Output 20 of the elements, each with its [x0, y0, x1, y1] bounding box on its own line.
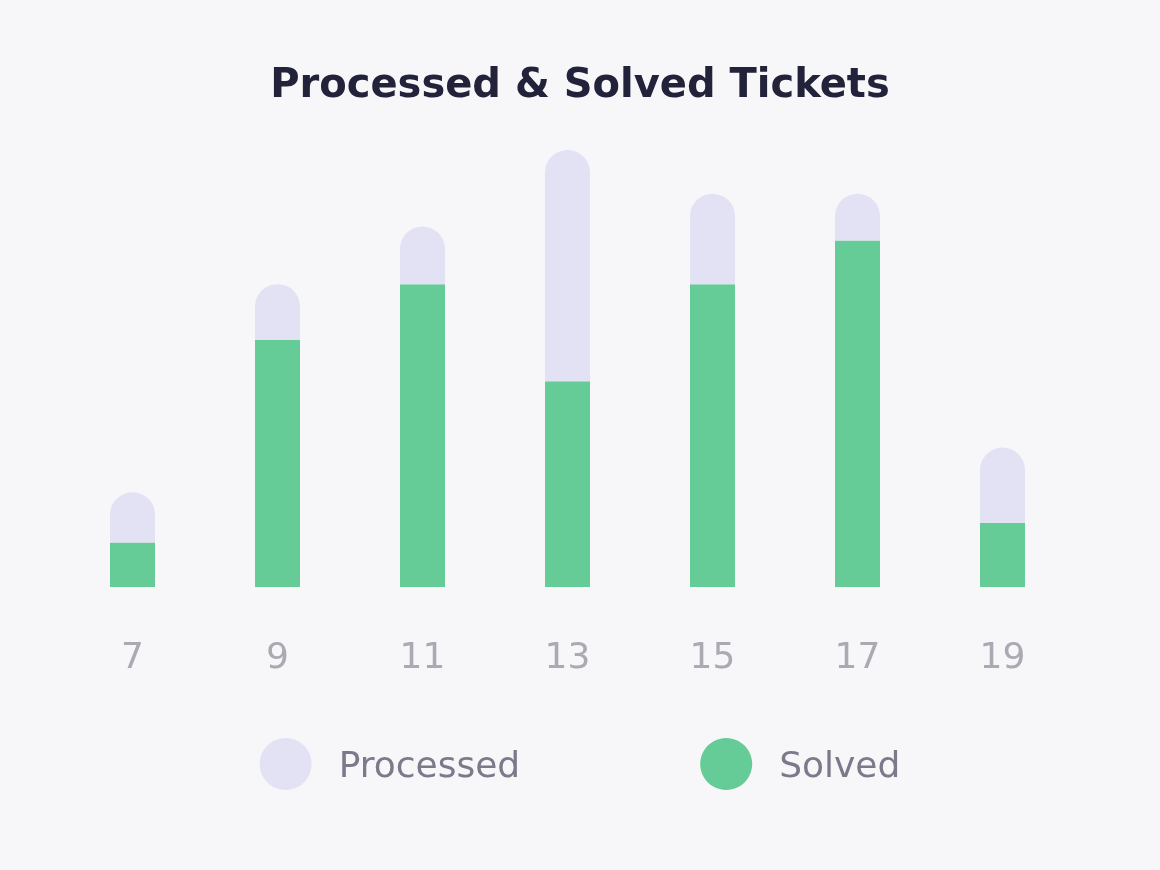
bar — [545, 381, 590, 587]
x-tick-label: 11 — [399, 634, 446, 676]
bar — [690, 284, 735, 587]
bar — [545, 150, 590, 382]
bar — [835, 240, 880, 587]
bar — [980, 522, 1025, 587]
x-tick-label: 13 — [544, 634, 591, 676]
bar — [400, 284, 445, 587]
bar — [980, 447, 1025, 523]
x-tick-label: 19 — [979, 634, 1026, 676]
legend-label: Processed — [338, 743, 521, 785]
x-tick-label: 17 — [834, 634, 881, 676]
x-tick-label: 7 — [121, 634, 144, 676]
bar — [110, 542, 155, 587]
x-tick-label: 9 — [266, 634, 289, 676]
legend-label: Solved — [779, 743, 901, 785]
bar — [690, 193, 735, 285]
bar — [255, 339, 300, 587]
x-tick-label: 15 — [689, 634, 736, 676]
chart-title: Processed & Solved Tickets — [270, 60, 890, 106]
